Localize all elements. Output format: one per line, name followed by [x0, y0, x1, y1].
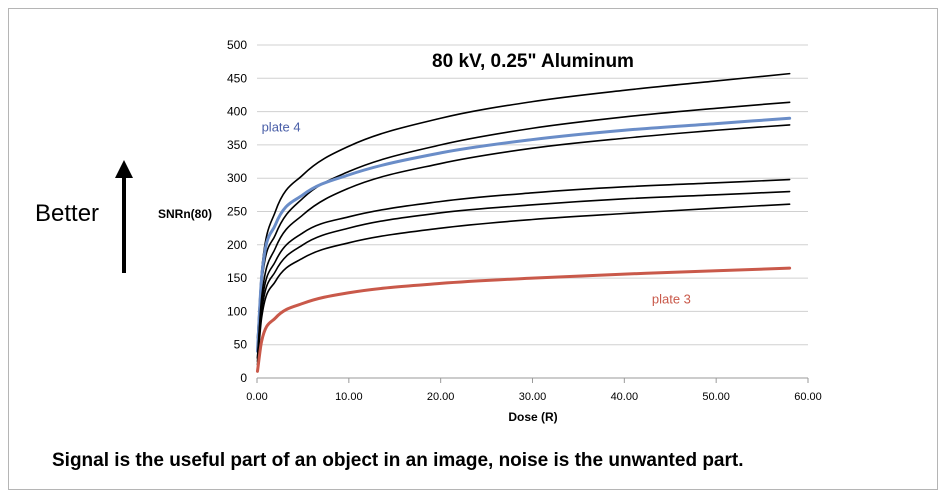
annotations: plate 4 plate 3: [262, 120, 691, 307]
tick-labels: 0 50 100 150 200 250 300 350 400 450 500 0.00 10.00 2…: [227, 38, 822, 403]
up-arrow-icon: [114, 160, 134, 280]
y-tick-label: 150: [227, 271, 247, 285]
x-tick-label: 60.00: [794, 391, 822, 403]
y-tick-label: 50: [234, 338, 248, 352]
y-tick-label: 100: [227, 304, 247, 318]
grid-lines: [256, 44, 809, 383]
x-tick-label: 40.00: [611, 391, 639, 403]
series-line-8: [255, 266, 792, 373]
y-tick-label: 0: [240, 371, 247, 385]
y-axis-label: SNRn(80): [158, 207, 212, 221]
y-tick-label: 450: [227, 71, 247, 85]
series-line-3: [255, 116, 792, 353]
series-line-5: [256, 178, 791, 359]
x-axis-label: Dose (R): [508, 410, 557, 424]
y-tick-label: 500: [227, 38, 247, 52]
annotation-2: plate 3: [652, 291, 691, 306]
x-tick-label: 10.00: [335, 391, 363, 403]
x-tick-label: 50.00: [702, 391, 730, 403]
series-lines: [255, 72, 792, 373]
series-line-6: [256, 190, 791, 363]
series-line-2: [256, 101, 791, 353]
caption: Signal is the useful part of an object i…: [52, 450, 744, 471]
x-tick-label: 0.00: [246, 391, 267, 403]
figure-frame: [8, 8, 938, 490]
y-tick-label: 350: [227, 138, 247, 152]
annotation-1: plate 4: [262, 120, 301, 135]
y-tick-label: 400: [227, 105, 247, 119]
better-label: Better: [35, 200, 100, 227]
series-line-4: [256, 124, 791, 359]
y-tick-label: 200: [227, 238, 247, 252]
series-line-7: [256, 203, 791, 366]
series-line-1: [256, 72, 791, 339]
y-tick-label: 300: [227, 171, 247, 185]
chart-title: 80 kV, 0.25" Aluminum: [432, 51, 634, 72]
x-tick-label: 20.00: [427, 391, 455, 403]
x-tick-label: 30.00: [519, 391, 547, 403]
y-tick-label: 250: [227, 205, 247, 219]
